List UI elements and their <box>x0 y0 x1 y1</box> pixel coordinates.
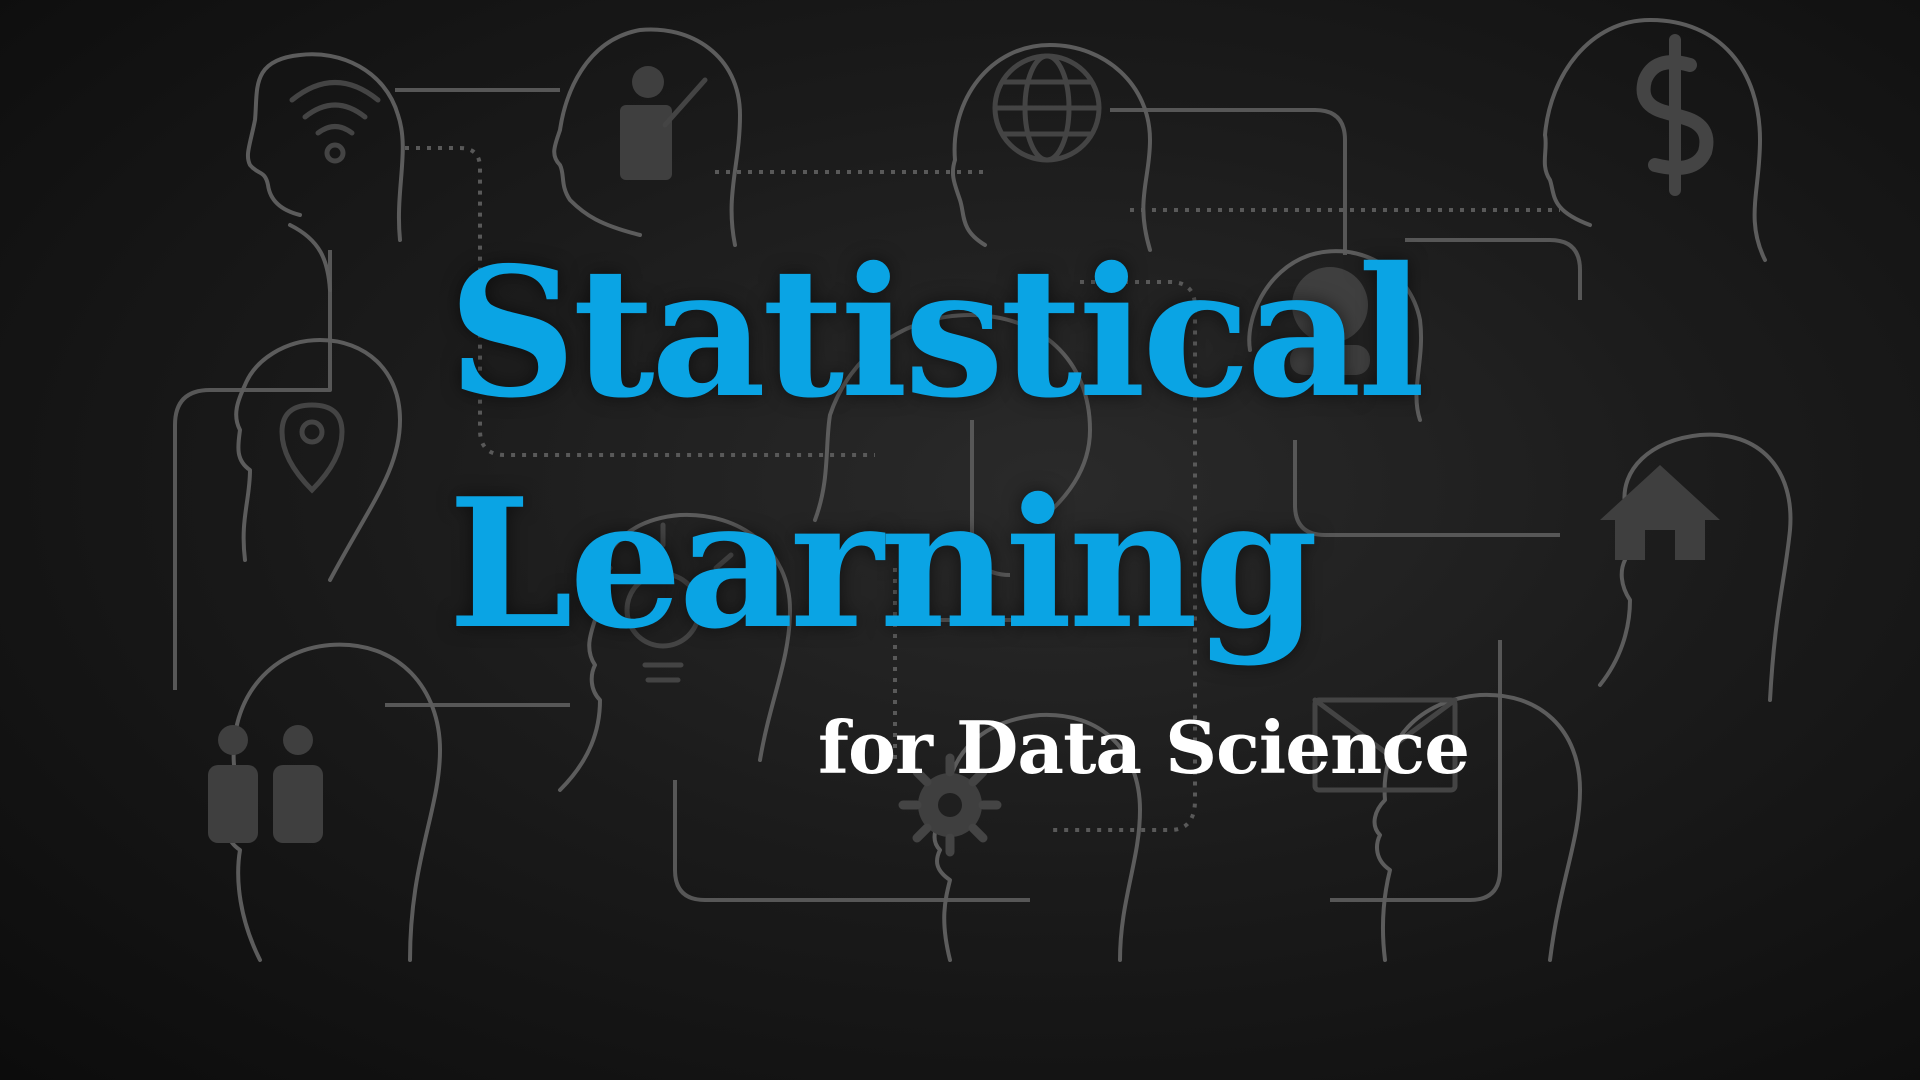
connector-lines <box>173 88 1582 902</box>
home-icon <box>1600 465 1720 560</box>
subtitle: for Data Science <box>818 705 1470 790</box>
envelope-icon <box>1312 697 1458 793</box>
title-line-learning: Learning <box>448 459 1318 668</box>
globe-icon <box>992 53 1102 163</box>
presenter-icon <box>620 66 708 180</box>
user-icon <box>1290 267 1370 375</box>
wifi-icon <box>289 80 381 164</box>
dollar-icon <box>1636 34 1714 196</box>
head-outlines <box>222 18 1793 962</box>
people-icon <box>208 725 323 843</box>
gear-icon <box>898 753 1002 857</box>
title-line-statistical: Statistical <box>448 228 1425 437</box>
lightbulb-icon <box>592 522 734 683</box>
location-pin-icon <box>279 402 345 494</box>
